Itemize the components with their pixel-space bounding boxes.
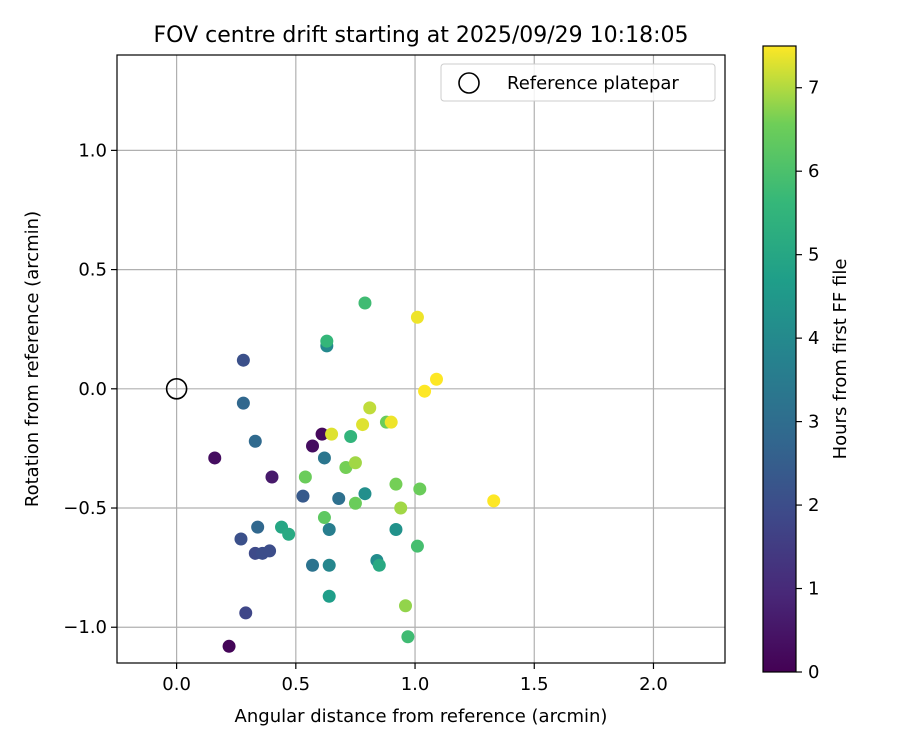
data-point (282, 527, 296, 541)
data-point (410, 310, 424, 324)
data-point (248, 434, 262, 448)
data-point (251, 520, 265, 534)
y-tick-label: −1.0 (63, 617, 107, 638)
data-point (358, 487, 372, 501)
x-tick-label: 1.5 (520, 674, 549, 695)
data-point (399, 599, 413, 613)
data-point (356, 418, 370, 432)
colorbar-ticks: 0 1 2 3 4 5 6 7 (796, 78, 819, 683)
reference-layer (165, 378, 188, 400)
data-point (236, 396, 250, 410)
x-axis-label: Angular distance from reference (arcmin) (235, 706, 608, 727)
x-tick-label: 2.0 (639, 674, 668, 695)
data-point (322, 589, 336, 603)
data-point (429, 372, 443, 386)
data-point (208, 451, 222, 465)
x-tick-label: 0.0 (162, 674, 191, 695)
data-point (358, 296, 372, 310)
y-axis-ticks: −1.0 −0.5 0.0 0.5 1.0 (63, 140, 117, 638)
legend: Reference platepar (440, 63, 716, 102)
grid (117, 55, 725, 663)
data-point (325, 427, 339, 441)
data-point (320, 334, 334, 348)
colorbar-tick-label: 5 (808, 245, 819, 266)
data-point (322, 558, 336, 572)
data-point (322, 522, 336, 536)
data-point (389, 477, 403, 491)
data-point (306, 558, 320, 572)
data-point (389, 522, 403, 536)
data-point (348, 496, 362, 510)
data-point (315, 427, 329, 441)
data-point (222, 639, 236, 653)
plot-frame (116, 54, 726, 664)
y-tick-label: 0.0 (78, 379, 107, 400)
data-point (348, 456, 362, 470)
data-point (298, 470, 312, 484)
data-point (239, 606, 253, 620)
reference-platepar-marker (165, 378, 188, 400)
data-point (265, 470, 279, 484)
data-point (487, 494, 501, 508)
colorbar-label: Hours from first FF file (830, 259, 851, 460)
data-point (332, 491, 346, 505)
data-point (263, 544, 277, 558)
legend-box (440, 63, 716, 102)
data-point (344, 429, 358, 443)
y-tick-label: −0.5 (63, 498, 107, 519)
y-tick-label: 1.0 (78, 140, 107, 161)
data-point (394, 501, 408, 515)
data-point (317, 511, 331, 525)
y-tick-label: 0.5 (78, 260, 107, 281)
y-axis-label: Rotation from reference (arcmin) (22, 211, 43, 507)
colorbar-tick-label: 3 (808, 412, 819, 433)
data-point (410, 539, 424, 553)
data-point (372, 558, 386, 572)
data-point (363, 401, 377, 415)
colorbar-tick-label: 7 (808, 78, 819, 99)
colorbar-tick-label: 2 (808, 495, 819, 516)
data-points (208, 296, 501, 653)
colorbar-tick-label: 4 (808, 328, 819, 349)
legend-entry-label: Reference platepar (507, 73, 679, 94)
data-point (296, 489, 310, 503)
data-point (317, 451, 331, 465)
data-point (234, 532, 248, 546)
chart-title: FOV centre drift starting at 2025/09/29 … (154, 23, 689, 48)
data-point (418, 384, 432, 398)
data-point (413, 482, 427, 496)
data-point (236, 353, 250, 367)
data-point (384, 415, 398, 429)
data-point (306, 439, 320, 453)
colorbar-gradient (762, 45, 797, 673)
colorbar: 0 1 2 3 4 5 6 7 Hours from first FF file (762, 45, 851, 683)
colorbar-tick-label: 0 (808, 662, 819, 683)
data-point (401, 630, 415, 644)
x-tick-label: 1.0 (401, 674, 430, 695)
x-tick-label: 0.5 (282, 674, 311, 695)
colorbar-tick-label: 6 (808, 161, 819, 182)
colorbar-tick-label: 1 (808, 579, 819, 600)
x-axis-ticks: 0.0 0.5 1.0 1.5 2.0 (162, 663, 668, 695)
legend-reference-marker (458, 72, 480, 94)
